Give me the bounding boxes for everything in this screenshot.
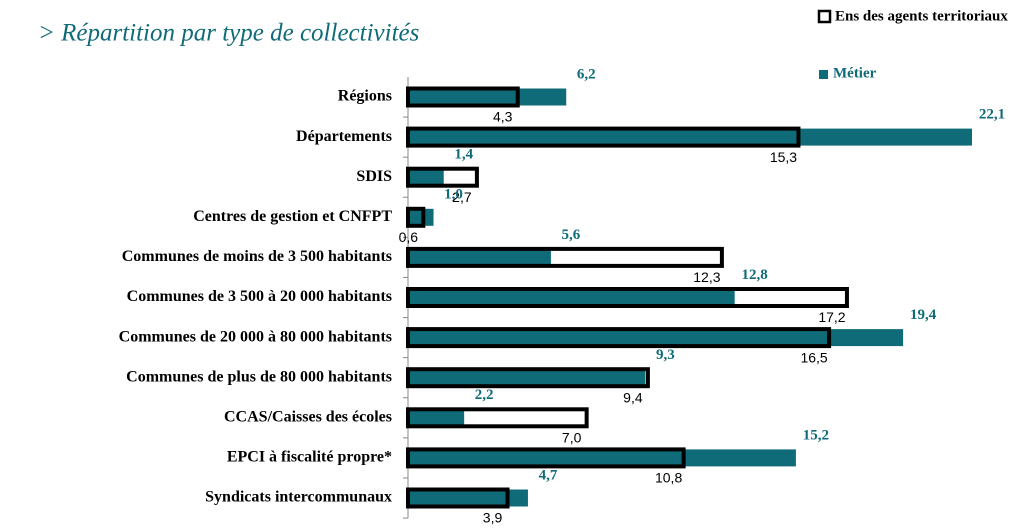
- value-label: 2,7: [452, 189, 472, 205]
- bar-metier: [408, 369, 646, 387]
- bar-metier: [408, 168, 444, 186]
- category-label: EPCI à fiscalité propre*: [227, 449, 392, 466]
- category-label: CCAS/Caisses des écoles: [224, 408, 392, 425]
- value-label: 22,1: [979, 107, 1005, 123]
- value-label: 19,4: [910, 307, 937, 323]
- value-label: 17,2: [818, 309, 845, 325]
- bar-ens-outline: [406, 206, 426, 228]
- value-label: 2,2: [475, 387, 494, 403]
- legend-label: Ens des agents territoriaux: [835, 8, 1008, 24]
- category-label: Communes de 3 500 à 20 000 habitants: [127, 288, 392, 305]
- bar-ens-outline: [406, 86, 520, 108]
- legend-swatch: [819, 70, 828, 79]
- value-label: 15,3: [770, 149, 797, 165]
- bar-ens-outline: [406, 447, 686, 469]
- value-label: 9,3: [656, 347, 675, 363]
- bar-metier: [408, 289, 735, 306]
- value-label: 5,6: [562, 227, 581, 243]
- value-label: 7,0: [562, 430, 582, 446]
- bar-ens-outline: [406, 246, 724, 268]
- bar-ens-outline: [406, 367, 650, 389]
- value-label: 10,8: [655, 470, 682, 486]
- bar-ens-outline: [406, 327, 832, 349]
- value-label: 12,8: [742, 267, 768, 283]
- category-label: Régions: [338, 88, 392, 105]
- bar-ens-outline: [406, 407, 589, 429]
- value-label: 15,2: [803, 427, 829, 443]
- bar-ens-outline: [406, 126, 801, 148]
- legend-swatch: [817, 9, 832, 24]
- bar-metier: [408, 449, 796, 467]
- value-label: 6,2: [577, 66, 596, 82]
- legend-label: Métier: [833, 65, 877, 81]
- value-label: 1,4: [454, 147, 473, 163]
- bar-ens-outline: [406, 287, 849, 308]
- value-label: 1,0: [444, 187, 463, 203]
- bar-metier: [408, 329, 904, 347]
- bar-metier: [408, 248, 551, 266]
- bar-metier: [408, 88, 567, 106]
- bar-metier: [408, 208, 434, 226]
- value-label: 4,7: [539, 467, 558, 483]
- bar-ens-outline: [406, 487, 510, 509]
- value-label: 0,6: [399, 229, 419, 245]
- category-label: Communes de moins de 3 500 habitants: [122, 248, 392, 265]
- category-label: Départements: [296, 128, 392, 145]
- chart-title: > Répartition par type de collectivités: [38, 20, 419, 47]
- category-label: Communes de 20 000 à 80 000 habitants: [119, 328, 392, 345]
- value-label: 16,5: [800, 349, 827, 365]
- category-label: Centres de gestion et CNFPT: [193, 208, 392, 225]
- value-label: 4,3: [493, 109, 513, 125]
- value-label: 12,3: [693, 269, 720, 285]
- value-label: 9,4: [623, 389, 643, 405]
- category-label: SDIS: [356, 168, 392, 185]
- bar-ens-outline: [406, 166, 479, 188]
- bar-metier: [408, 128, 972, 146]
- value-label: 3,9: [483, 510, 503, 526]
- bar-metier: [408, 489, 528, 507]
- category-label: Syndicats intercommunaux: [205, 489, 392, 506]
- category-label: Communes de plus de 80 000 habitants: [126, 368, 392, 385]
- bar-metier: [408, 409, 465, 427]
